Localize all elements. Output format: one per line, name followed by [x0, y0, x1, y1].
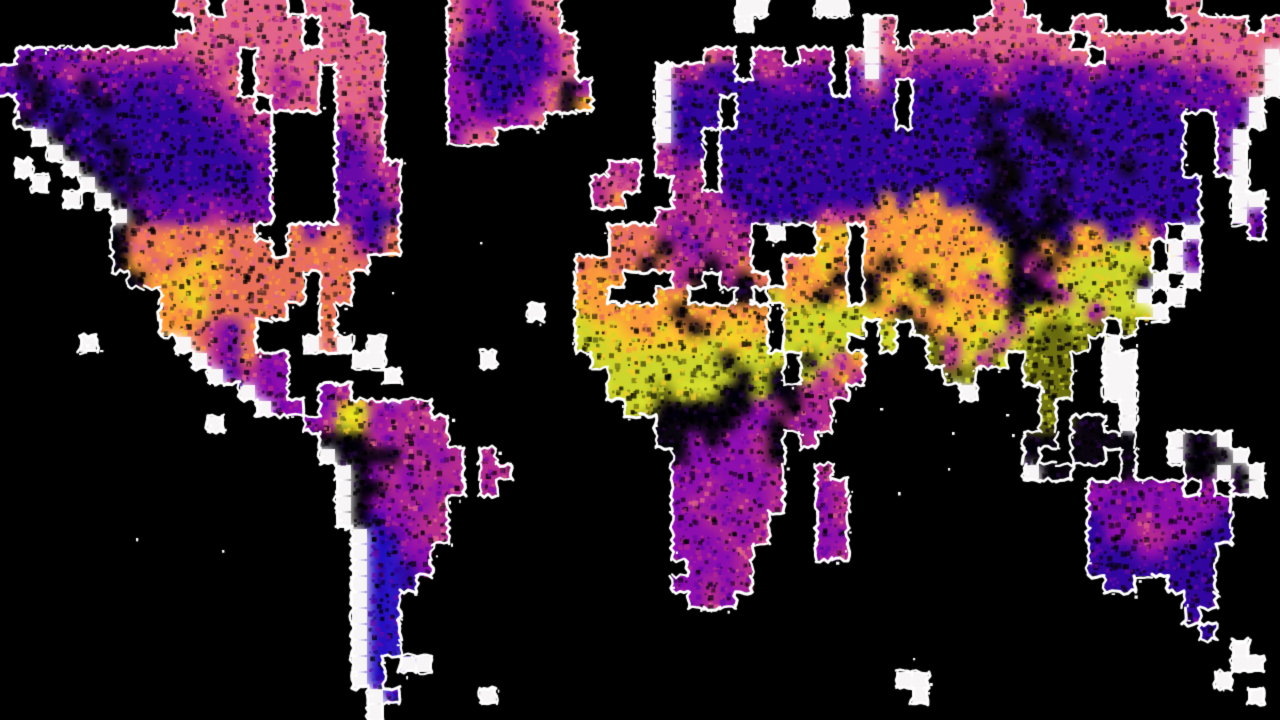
world-heatmap-map: [0, 0, 1280, 720]
world-heatmap-canvas: [0, 0, 1280, 720]
